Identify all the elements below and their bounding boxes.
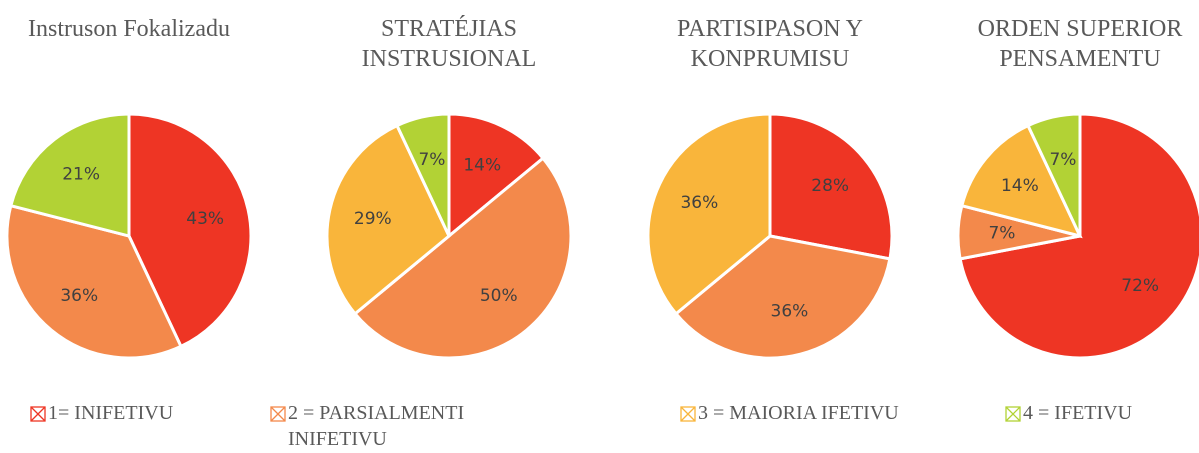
data-label: 36% [680,193,718,213]
swatch-cross [30,406,46,422]
data-label: 29% [354,209,392,229]
swatch-box [30,406,46,422]
chart-title: PARTISIPASON Y KONPRUMISU [677,16,863,72]
swatch-box [680,406,696,422]
pie-slice [447,112,546,240]
pie-slice [768,112,894,261]
legend-label: 4 = IFETIVU [1023,402,1133,424]
data-label: 7% [988,224,1015,244]
pie-slice [395,112,451,237]
legend-swatch [680,406,696,422]
legend-label: 3 = MAIORIA IFETIVU [698,402,899,424]
pie-slice [960,123,1083,239]
pie-slice [646,112,772,316]
data-label: 36% [771,302,809,322]
pie-slice [127,112,253,349]
pie-slice [673,234,892,360]
legend-label: 2 = PARSIALMENTI INIFETIVU [288,402,465,450]
legend-item: 1= INIFETIVU [30,400,330,426]
data-label: 21% [62,164,100,184]
pie-slice [352,156,573,360]
data-label: 72% [1121,276,1159,296]
legend-swatch [30,406,46,422]
chart-title: Instruson Fokalizadu [28,16,230,42]
swatch-box [270,406,286,422]
legend-swatch [1005,406,1021,422]
chart-title: ORDEN SUPERIOR PENSAMENTU [977,16,1183,72]
data-label: 50% [480,286,518,306]
swatch-cross [1005,406,1021,422]
data-label: 43% [186,209,224,229]
legend-item: 3 = MAIORIA IFETIVU [680,400,980,426]
pie-slice [958,112,1199,360]
legend-item: 2 = PARSIALMENTI INIFETIVU [270,400,520,452]
pie-slice [5,203,183,360]
data-label: 7% [1049,150,1076,170]
pie-slice [1026,112,1082,237]
pie-slice [9,112,131,238]
data-label: 14% [1001,176,1039,196]
swatch-cross [270,406,286,422]
chart-title: STRATÉJIAS INSTRUSIONAL [361,16,537,72]
swatch-box [1005,406,1021,422]
data-label: 7% [418,150,445,170]
legend-item: 4 = IFETIVU [1005,400,1199,426]
legend-swatch [270,406,286,422]
data-label: 28% [811,176,849,196]
data-label: 14% [463,155,501,175]
data-label: 36% [60,286,98,306]
legend-label: 1= INIFETIVU [48,402,174,424]
swatch-cross [680,406,696,422]
